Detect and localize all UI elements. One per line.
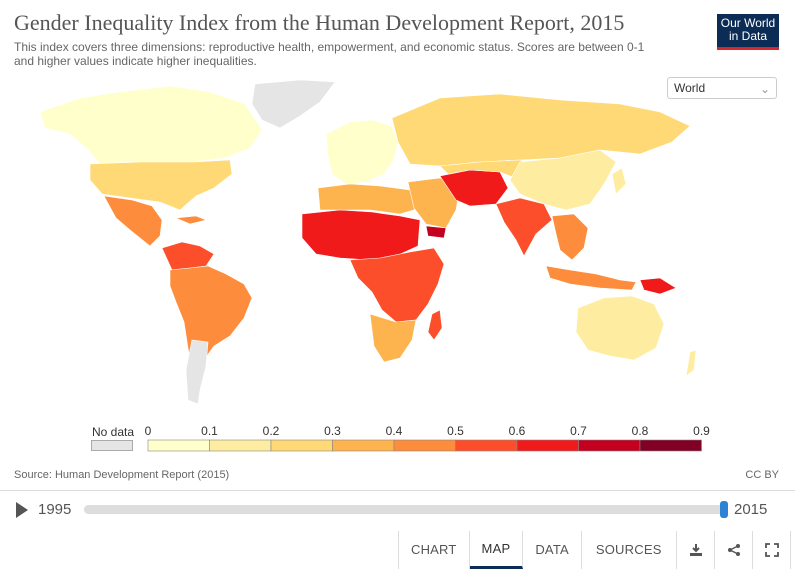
region-north-africa[interactable] xyxy=(317,183,421,215)
timeline-end-year: 2015 xyxy=(734,501,768,518)
subtitle-line-2: and higher values indicate higher inequa… xyxy=(14,54,257,68)
download-icon xyxy=(689,544,702,556)
legend-tick-label: 0.3 xyxy=(324,424,341,438)
chart-subtitle: This index covers three dimensions: repr… xyxy=(14,40,694,68)
tab-map[interactable]: MAP xyxy=(469,531,524,569)
region-india[interactable] xyxy=(495,197,553,257)
legend-swatch-1[interactable] xyxy=(209,439,272,452)
legend-swatch-8[interactable] xyxy=(639,439,702,452)
region-northern-south-america[interactable] xyxy=(161,241,215,271)
chart-title: Gender Inequality Index from the Human D… xyxy=(14,10,625,35)
owid-logo[interactable]: Our World in Data xyxy=(717,14,779,50)
fullscreen-button[interactable] xyxy=(753,531,791,569)
license-label[interactable]: CC BY xyxy=(745,469,779,481)
legend-swatch-2[interactable] xyxy=(270,439,333,452)
footer-tabs: CHART MAP DATA SOURCES xyxy=(398,531,791,569)
source-note[interactable]: Source: Human Development Report (2015) xyxy=(14,469,230,481)
legend-tick-label: 0.7 xyxy=(570,424,587,438)
footer-controls: CHART MAP DATA SOURCES xyxy=(0,531,795,569)
world-map[interactable] xyxy=(0,70,795,420)
tab-chart[interactable]: CHART xyxy=(399,531,470,569)
legend-swatch-7[interactable] xyxy=(578,439,641,452)
region-greenland[interactable] xyxy=(251,79,336,129)
legend-no-data-swatch xyxy=(91,440,133,451)
subtitle-line-1: This index covers three dimensions: repr… xyxy=(14,40,645,54)
legend-no-data-label: No data xyxy=(92,425,135,439)
legend-tick-label: 0 xyxy=(145,424,152,438)
region-papua-new-guinea[interactable] xyxy=(639,277,677,295)
divider xyxy=(0,490,795,491)
timeline-track[interactable] xyxy=(84,505,724,514)
region-united-states[interactable] xyxy=(89,159,233,211)
region-select[interactable]: World ⌄ xyxy=(667,77,777,99)
legend-tick-label: 0.8 xyxy=(632,424,649,438)
legend-swatch-5[interactable] xyxy=(455,439,518,452)
legend-swatch-3[interactable] xyxy=(332,439,395,452)
share-icon xyxy=(727,544,740,556)
region-southeast-asia[interactable] xyxy=(551,213,589,261)
region-central-africa[interactable] xyxy=(349,247,445,323)
legend-tick-label: 0.9 xyxy=(693,424,710,438)
region-australia[interactable] xyxy=(575,295,665,361)
region-sahel[interactable] xyxy=(301,209,421,261)
region-madagascar[interactable] xyxy=(427,309,443,341)
legend-tick-label: 0.5 xyxy=(447,424,464,438)
region-southern-africa[interactable] xyxy=(369,313,417,363)
play-icon[interactable] xyxy=(16,502,28,518)
share-button[interactable] xyxy=(715,531,753,569)
region-argentina-chile[interactable] xyxy=(185,339,209,405)
tab-data[interactable]: DATA xyxy=(523,531,582,569)
region-europe[interactable] xyxy=(325,119,399,185)
region-caribbean[interactable] xyxy=(175,215,207,225)
legend-tick-label: 0.2 xyxy=(263,424,280,438)
region-yemen[interactable] xyxy=(425,225,447,239)
legend-swatch-6[interactable] xyxy=(516,439,579,452)
legend-tick-label: 0.4 xyxy=(386,424,403,438)
region-indonesia[interactable] xyxy=(545,265,637,291)
region-canada[interactable] xyxy=(39,85,263,165)
region-south-america[interactable] xyxy=(169,265,253,381)
fullscreen-icon xyxy=(764,543,779,557)
chevron-down-icon: ⌄ xyxy=(759,82,770,96)
header: Gender Inequality Index from the Human D… xyxy=(14,8,694,68)
map-legend: 0 0.1 0.2 0.3 0.4 0.5 0.6 0.7 0.8 0.9 xyxy=(145,424,710,452)
download-button[interactable] xyxy=(677,531,715,569)
timeline-fill xyxy=(84,505,724,514)
region-japan[interactable] xyxy=(611,167,627,195)
timeline-handle[interactable] xyxy=(720,501,728,518)
logo-line-2: in Data xyxy=(728,29,768,43)
region-russia[interactable] xyxy=(391,93,691,167)
timeline-start-year: 1995 xyxy=(38,501,72,518)
tab-sources[interactable]: SOURCES xyxy=(582,531,677,569)
logo-line-1: Our World xyxy=(720,16,776,30)
legend-swatch-0[interactable] xyxy=(147,439,210,452)
legend-tick-label: 0.1 xyxy=(201,424,218,438)
legend-tick-label: 0.6 xyxy=(509,424,526,438)
region-china[interactable] xyxy=(509,149,617,211)
region-new-zealand[interactable] xyxy=(685,349,697,377)
region-select-value: World xyxy=(674,81,706,95)
region-mexico[interactable] xyxy=(103,195,163,247)
legend-swatch-4[interactable] xyxy=(393,439,456,452)
